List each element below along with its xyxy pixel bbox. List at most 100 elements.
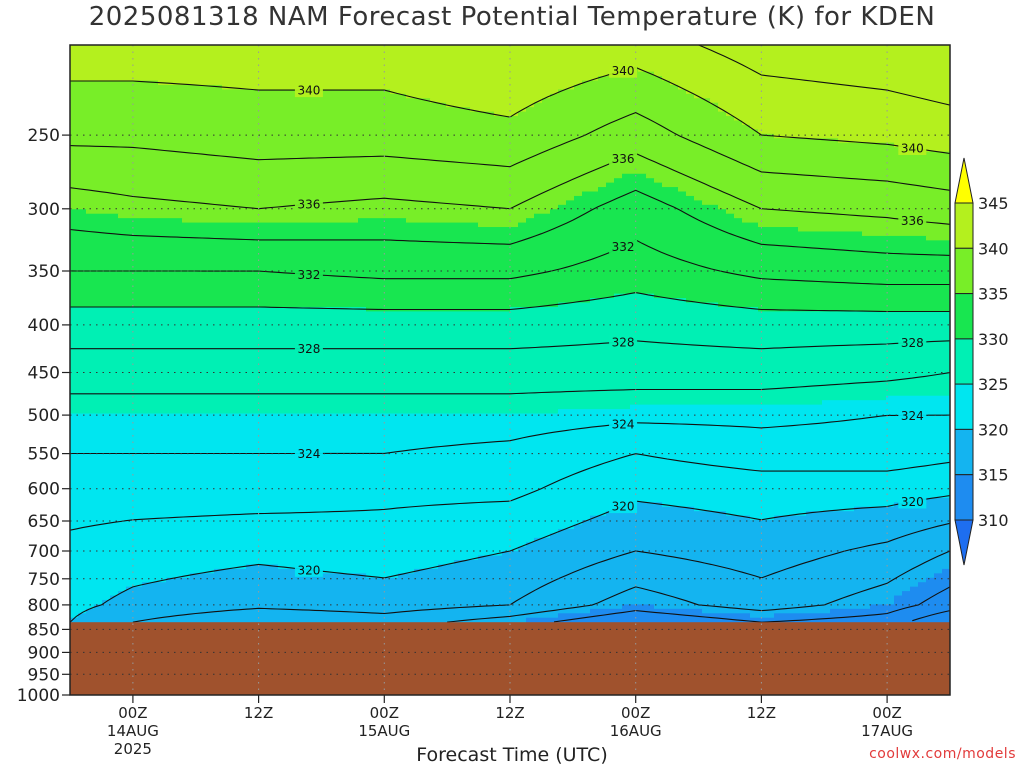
x-tick-label: 12Z — [747, 704, 776, 722]
x-tick-label: 00Z — [872, 704, 901, 722]
contour-label: 332 — [612, 240, 635, 254]
theta-cell — [910, 586, 950, 592]
theta-cell — [694, 195, 950, 201]
theta-shading — [70, 45, 950, 623]
theta-cell — [70, 298, 591, 304]
theta-cell — [822, 400, 950, 406]
contour-label: 340 — [297, 84, 320, 98]
theta-cell — [662, 502, 895, 508]
theta-cell — [366, 573, 399, 579]
theta-cell — [518, 111, 727, 117]
theta-cell — [70, 395, 887, 401]
theta-cell — [558, 409, 950, 415]
theta-cell — [70, 324, 950, 330]
theta-cell — [478, 555, 950, 561]
colorbar-segment — [954, 293, 974, 340]
colorbar-label: 345 — [978, 194, 1009, 213]
theta-cell — [662, 76, 950, 82]
theta-cell — [942, 568, 950, 574]
theta-cell — [502, 551, 950, 557]
theta-cell — [70, 338, 950, 344]
contour-label-bg — [898, 494, 927, 509]
theta-cell — [222, 84, 575, 90]
y-tick-label: 750 — [28, 570, 60, 590]
theta-cell — [598, 187, 679, 193]
theta-cell — [70, 435, 950, 441]
theta-cell — [166, 577, 927, 583]
contour-labels: 320 320 320 324 324 324 328 328 328 332 332 336 336 3… — [294, 63, 927, 577]
theta-cell — [654, 178, 950, 184]
theta-cell — [582, 80, 671, 86]
contour-label: 324 — [612, 417, 635, 431]
terrain-mask — [70, 622, 950, 695]
theta-cell — [558, 89, 687, 95]
theta-cell — [918, 497, 950, 503]
theta-cell — [70, 53, 950, 59]
theta-cell — [630, 404, 950, 410]
theta-cell — [70, 515, 591, 521]
theta-cell — [70, 471, 950, 477]
theta-cell — [702, 608, 831, 614]
isentrope-330k — [70, 292, 950, 313]
contour-label-bg — [294, 83, 323, 98]
theta-cell — [70, 116, 735, 122]
y-tick-label: 500 — [28, 406, 60, 426]
theta-cell — [558, 204, 719, 210]
theta-cell — [70, 240, 950, 246]
theta-cell — [118, 213, 535, 219]
theta-cell — [70, 147, 919, 153]
theta-cell — [926, 235, 950, 241]
theta-cell — [70, 218, 183, 224]
contour-label-bg — [294, 341, 323, 356]
x-tick-year: 2025 — [114, 740, 152, 758]
theta-cell — [110, 595, 895, 601]
colorbar-segment — [954, 202, 974, 249]
theta-cell — [694, 93, 950, 99]
theta-cell — [526, 542, 950, 548]
theta-cell — [70, 235, 927, 241]
theta-cell — [70, 209, 87, 215]
isentrope-314k — [553, 586, 950, 623]
colorbar-label: 330 — [978, 330, 1009, 349]
colorbar-segment — [954, 338, 974, 385]
theta-cell — [654, 293, 950, 299]
theta-cell — [414, 568, 943, 574]
contour-label-bg — [294, 197, 323, 212]
colorbar-label: 335 — [978, 285, 1009, 304]
contour-label-bg — [294, 562, 323, 577]
theta-cell — [70, 182, 607, 188]
theta-cell — [534, 213, 735, 219]
theta-cell — [70, 524, 575, 530]
theta-cell — [70, 138, 839, 144]
theta-cell — [718, 204, 950, 210]
theta-cell — [70, 178, 615, 184]
theta-cell — [70, 360, 950, 366]
theta-cell — [70, 293, 615, 299]
theta-cell — [118, 591, 903, 597]
theta-cell — [742, 218, 950, 224]
theta-cell — [70, 302, 559, 308]
theta-cell — [70, 76, 599, 82]
colorbar-segment — [954, 474, 974, 521]
y-tick-label: 450 — [28, 364, 60, 384]
isentrope-318k — [132, 522, 950, 623]
theta-cell — [70, 80, 159, 86]
theta-cell — [70, 67, 631, 73]
y-axis: 250 300 350 400 450 500 550 600 650 700 750 800 850 9… — [17, 126, 70, 706]
theta-cell — [70, 568, 215, 574]
theta-cell — [70, 289, 950, 295]
colorbar-bottom-arrow — [954, 519, 974, 566]
theta-cell — [630, 502, 663, 508]
theta-cell — [70, 311, 950, 317]
x-tick-label: 00Z — [118, 704, 147, 722]
theta-cell — [622, 604, 655, 610]
theta-cell — [742, 120, 950, 126]
theta-cell — [70, 564, 247, 570]
theta-cell — [246, 564, 279, 570]
theta-cell — [70, 444, 950, 450]
theta-cell — [70, 506, 615, 512]
isentrope-334k — [70, 189, 950, 256]
theta-cell — [654, 604, 871, 610]
theta-cell — [582, 191, 687, 197]
